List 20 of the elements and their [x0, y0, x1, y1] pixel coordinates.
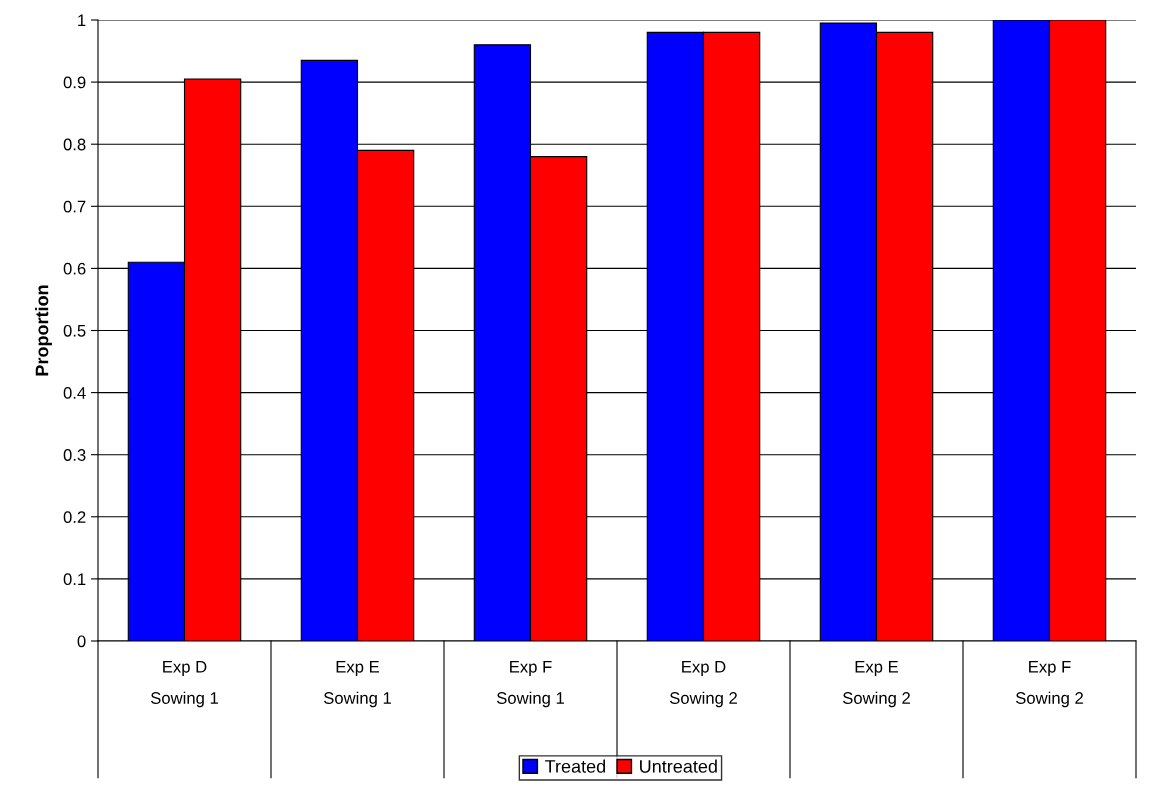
x-tick-label: Exp F Sowing 1: [496, 661, 564, 708]
y-tick-label: 0.5: [63, 324, 86, 337]
x-tick-label: Exp D Sowing 2: [669, 661, 737, 708]
y-tick-label: 0: [77, 635, 86, 648]
x-tick-label: Exp E Sowing 1: [323, 661, 391, 708]
legend-label: Untreated: [640, 759, 717, 773]
y-tick-label: 0.8: [63, 138, 86, 151]
y-tick-label: 0.3: [63, 449, 86, 461]
y-tick-label: 0.4: [63, 387, 86, 399]
legend-label: Treated: [545, 759, 606, 773]
x-tick-label: Exp D Sowing 1: [150, 661, 218, 708]
x-tick-label: Exp F Sowing 2: [1015, 661, 1083, 708]
y-tick-label: 1: [78, 14, 86, 27]
y-axis-title: Proportion: [35, 285, 52, 376]
y-tick-label: 0.7: [63, 200, 86, 213]
y-tick-label: 0.6: [63, 262, 86, 275]
y-tick-label: 0.1: [63, 573, 86, 586]
y-tick-label: 0.2: [63, 511, 86, 523]
x-tick-label: Exp E Sowing 2: [842, 661, 910, 708]
y-tick-label: 0.9: [63, 76, 86, 89]
